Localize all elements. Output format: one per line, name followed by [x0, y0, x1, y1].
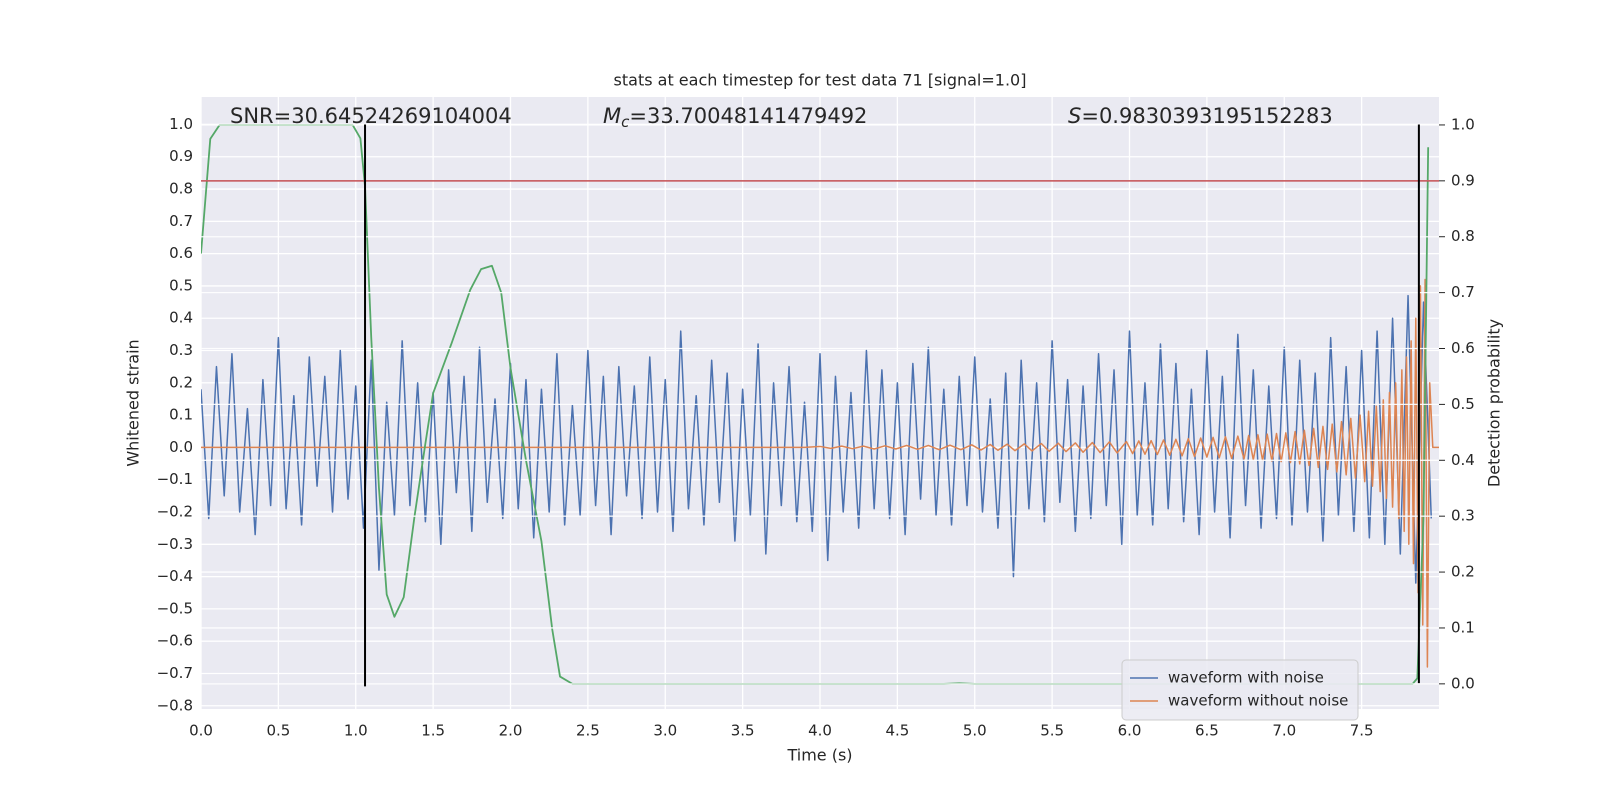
- y-tick-label: −0.3: [157, 535, 193, 553]
- x-tick-label: 6.5: [1195, 722, 1219, 740]
- y-tick-label: −0.8: [157, 696, 193, 714]
- x-tick-label: 2.5: [576, 722, 600, 740]
- legend-label: waveform without noise: [1168, 692, 1348, 710]
- y-tick-label: 0.2: [169, 373, 193, 391]
- y-tick-label: 0.4: [169, 309, 193, 327]
- x-tick-label: 3.5: [731, 722, 755, 740]
- y-tick-label: 0.0: [169, 438, 193, 456]
- y-tick-label: 0.1: [169, 406, 193, 424]
- y2-tick-label: 0.8: [1451, 227, 1475, 245]
- y-tick-label: 0.8: [169, 180, 193, 198]
- x-tick-label: 6.0: [1118, 722, 1142, 740]
- x-tick-label: 1.5: [421, 722, 445, 740]
- x-tick-label: 5.5: [1040, 722, 1064, 740]
- annotation: S=0.9830393195152283: [1068, 104, 1333, 128]
- series-line: [201, 294, 1433, 584]
- x-tick-label: 5.0: [963, 722, 987, 740]
- x-tick-label: 2.0: [499, 722, 523, 740]
- series-line: [201, 278, 1439, 668]
- annotation-subscript: c: [621, 113, 630, 131]
- x-tick-label: 7.5: [1350, 722, 1374, 740]
- y2-tick-label: 0.6: [1451, 339, 1475, 357]
- y2-tick-label: 0.7: [1451, 283, 1475, 301]
- legend-label: waveform with noise: [1168, 669, 1324, 687]
- y-tick-label: 0.7: [169, 212, 193, 230]
- y-tick-label: 0.5: [169, 276, 193, 294]
- y-axis-label: Whitened strain: [124, 339, 143, 466]
- y-tick-label: 0.3: [169, 341, 193, 359]
- x-tick-label: 4.0: [808, 722, 832, 740]
- annotation-text: =0.9830393195152283: [1081, 104, 1332, 128]
- annotation-symbol: M: [603, 104, 621, 128]
- x-tick-label: 4.5: [885, 722, 909, 740]
- y2-tick-label: 0.5: [1451, 395, 1475, 413]
- annotation-text: SNR=30.64524269104004: [230, 104, 512, 128]
- annotation-text: =33.70048141479492: [629, 104, 867, 128]
- y2-tick-label: 0.4: [1451, 451, 1475, 469]
- y2-tick-label: 0.0: [1451, 674, 1475, 692]
- y2-axis-label: Detection probability: [1485, 319, 1504, 487]
- y-tick-label: 1.0: [169, 115, 193, 133]
- y-tick-label: −0.7: [157, 664, 193, 682]
- x-tick-label: 1.0: [344, 722, 368, 740]
- y-tick-label: 0.9: [169, 147, 193, 165]
- y-tick-label: −0.2: [157, 502, 193, 520]
- annotation: SNR=30.64524269104004: [230, 104, 512, 128]
- x-tick-label: 3.0: [653, 722, 677, 740]
- y-tick-label: 0.6: [169, 244, 193, 262]
- y-tick-label: −0.4: [157, 567, 193, 585]
- annotation: Mc=33.70048141479492: [603, 104, 867, 131]
- x-tick-label: 0.0: [189, 722, 213, 740]
- y2-tick-label: 0.9: [1451, 171, 1475, 189]
- y2-tick-label: 1.0: [1451, 115, 1475, 133]
- y2-tick-label: 0.1: [1451, 618, 1475, 636]
- chart-title: stats at each timestep for test data 71 …: [614, 71, 1027, 90]
- y-tick-label: −0.6: [157, 632, 193, 650]
- y-tick-label: −0.5: [157, 599, 193, 617]
- y-tick-label: −0.1: [157, 470, 193, 488]
- x-tick-label: 0.5: [266, 722, 290, 740]
- x-axis-label: Time (s): [786, 746, 852, 765]
- legend-box: [1121, 659, 1359, 721]
- y2-tick-label: 0.3: [1451, 507, 1475, 525]
- x-tick-label: 7.0: [1272, 722, 1296, 740]
- annotation-symbol: S: [1068, 104, 1081, 128]
- y2-tick-label: 0.2: [1451, 563, 1475, 581]
